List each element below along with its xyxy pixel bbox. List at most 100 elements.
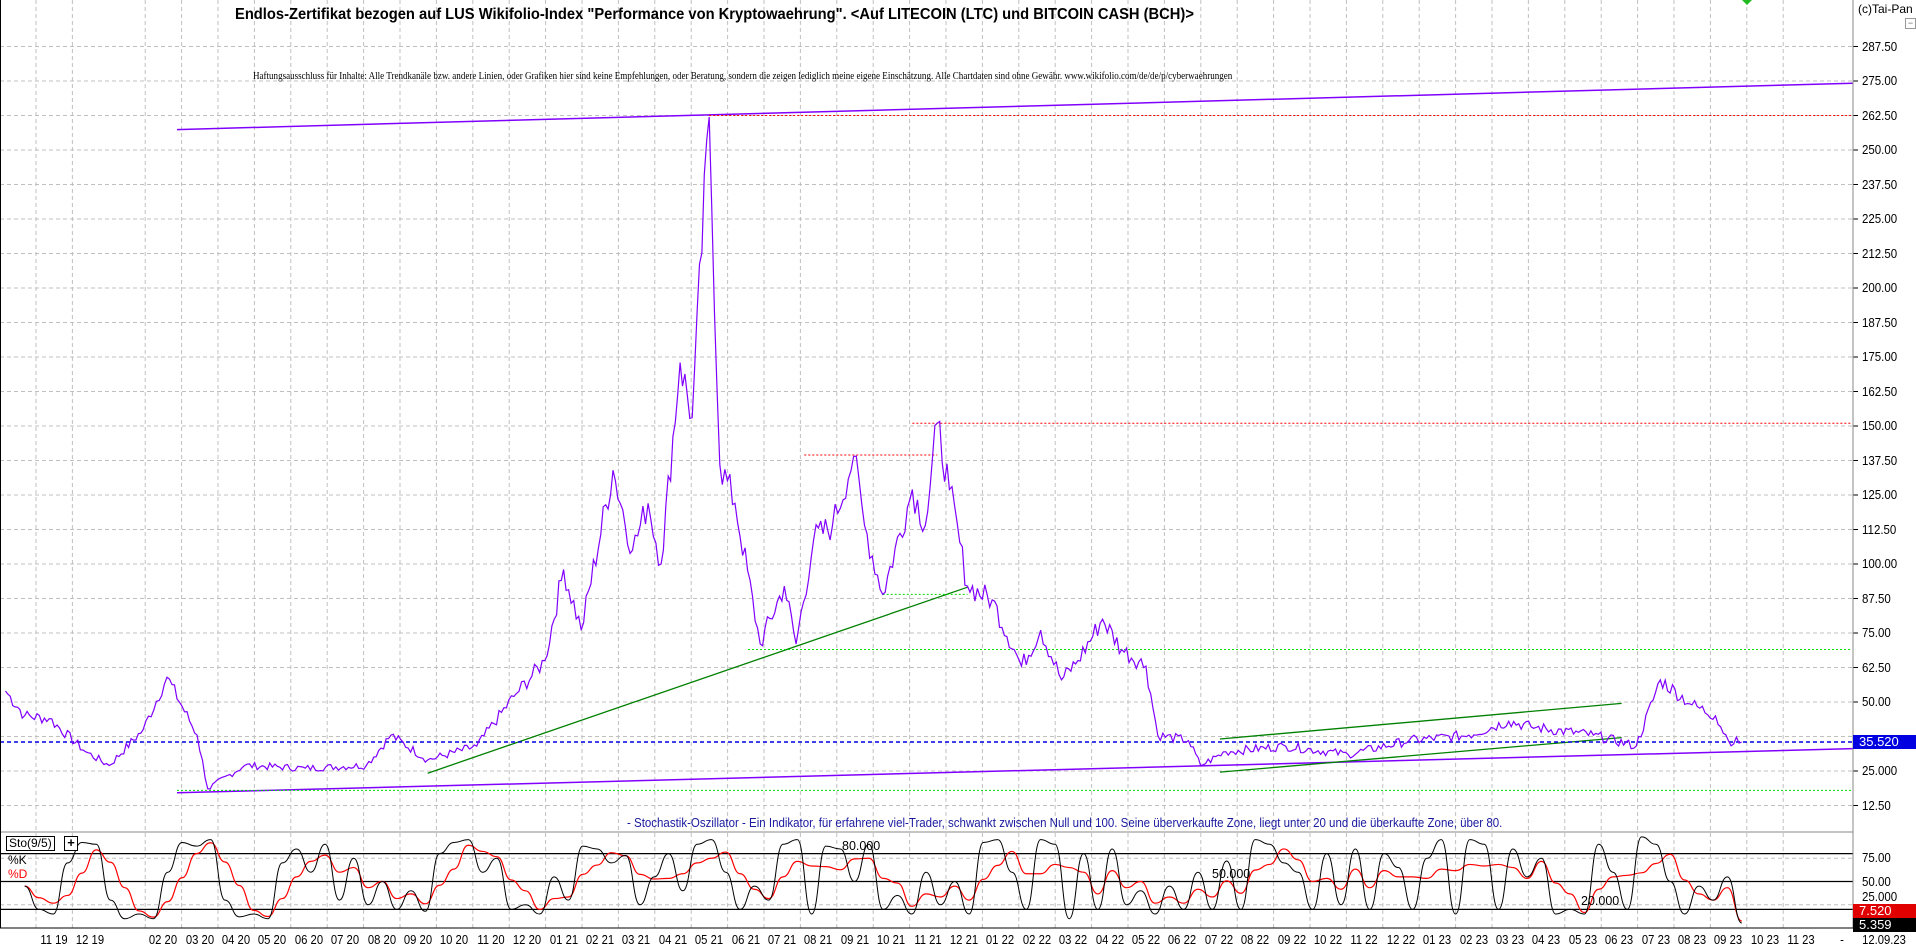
x-tick-label: 08 21 — [804, 933, 833, 947]
y-tick-label: 162.50 — [1862, 384, 1898, 399]
x-tick-label: 02 23 — [1459, 933, 1488, 947]
x-tick-label: 11 21 — [913, 933, 942, 947]
add-indicator-button[interactable]: + — [64, 836, 78, 851]
trendline-green — [1219, 736, 1622, 773]
stoch-k-line — [24, 836, 1743, 924]
y-tick-label: 112.50 — [1862, 522, 1897, 537]
y-tick-label: 150.00 — [1862, 419, 1898, 433]
chart-title: Endlos-Zertifikat bezogen auf LUS Wikifo… — [235, 6, 1194, 23]
stochastic-description: - Stochastik-Oszillator - Ein Indikator,… — [627, 816, 1503, 830]
x-end-date-label: 12.09.23 — [1862, 933, 1906, 947]
x-tick-label: 04 23 — [1532, 933, 1561, 947]
x-tick-label: 11 23 — [1787, 933, 1815, 947]
x-tick-label: 02 20 — [149, 933, 178, 947]
y-tick-label: 275.00 — [1862, 74, 1898, 88]
x-tick-label: 10 21 — [877, 933, 906, 947]
x-tick-label: 12 19 — [76, 933, 105, 947]
x-tick-label: 12 20 — [513, 933, 542, 947]
stoch-d-line — [24, 842, 1743, 922]
x-tick-label: 11 19 — [40, 933, 68, 947]
x-tick-label: 07 23 — [1641, 933, 1670, 947]
y-tick-label: 62.50 — [1862, 660, 1891, 675]
stoch-level-label: 20.000 — [1581, 894, 1620, 909]
x-tick-label: 06 22 — [1168, 933, 1197, 947]
x-tick-label: 10 23 — [1750, 933, 1779, 947]
y-tick-label: 237.50 — [1862, 177, 1898, 192]
x-tick-label: 09 23 — [1714, 933, 1743, 947]
trendline-purple — [176, 747, 1853, 794]
y-tick-label: 87.50 — [1862, 591, 1891, 606]
indicator-label[interactable]: Sto(9/5) — [6, 836, 55, 851]
x-tick-label: 11 22 — [1350, 933, 1379, 947]
x-tick-label: 07 20 — [331, 933, 360, 947]
signal-marker-icon — [1742, 0, 1752, 5]
grid — [0, 0, 1858, 928]
x-tick-label: 09 20 — [403, 933, 433, 947]
x-tick-label: 06 20 — [294, 933, 323, 947]
stochastic-series — [24, 836, 1743, 924]
x-tick-label: 06 21 — [731, 933, 760, 947]
x-tick-label: 04 21 — [658, 933, 687, 947]
trendline-green — [427, 586, 968, 774]
x-separator: - — [1840, 933, 1844, 947]
stoch-level-label: 50.000 — [1212, 866, 1251, 881]
y-tick-label: 75.00 — [1862, 626, 1891, 640]
x-tick-label: 11 20 — [477, 933, 505, 947]
stoch-level-label: 80.000 — [842, 838, 881, 853]
disclaimer-text: Haftungsausschluss für Inhalte: Alle Tre… — [253, 71, 1233, 82]
y-tick-label: 100.00 — [1862, 557, 1898, 571]
y-tick-label: 200.00 — [1862, 281, 1898, 295]
stoch-y-tick-label: 75.00 — [1862, 851, 1891, 866]
last-d-label: 7.520 — [1853, 904, 1916, 918]
y-tick-label: 25.000 — [1862, 764, 1898, 778]
x-tick-label: 09 22 — [1277, 933, 1306, 947]
x-tick-label: 07 21 — [767, 933, 797, 947]
x-tick-label: 03 21 — [622, 933, 651, 947]
trendline-purple — [176, 82, 1853, 131]
y-tick-label: 287.50 — [1862, 39, 1898, 54]
y-tick-label: 262.50 — [1862, 108, 1898, 123]
x-tick-label: 03 22 — [1059, 933, 1088, 947]
x-tick-label: 05 23 — [1568, 933, 1597, 947]
y-tick-label: 137.50 — [1862, 453, 1898, 468]
x-tick-label: 07 22 — [1204, 933, 1233, 947]
x-tick-label: 02 21 — [585, 933, 615, 947]
x-tick-label: 10 20 — [440, 933, 469, 947]
x-tick-label: 08 23 — [1677, 933, 1707, 947]
price-line — [5, 116, 1742, 790]
collapse-panel-button[interactable]: − — [1905, 18, 1916, 29]
stoch-y-tick-label: 50.00 — [1862, 874, 1891, 889]
x-tick-label: 03 23 — [1495, 933, 1525, 947]
x-tick-label: 01 23 — [1423, 933, 1452, 947]
x-tick-label: 05 22 — [1131, 933, 1161, 947]
x-tick-label: 12 22 — [1386, 933, 1415, 947]
x-tick-label: 04 22 — [1095, 933, 1124, 947]
y-tick-label: 50.00 — [1862, 695, 1891, 709]
y-tick-label: 125.00 — [1862, 488, 1898, 502]
x-tick-label: 12 21 — [949, 933, 979, 947]
x-tick-label: 02 22 — [1022, 933, 1051, 947]
stoch-y-tick-label: 25.000 — [1862, 889, 1898, 904]
x-tick-label: 05 21 — [695, 933, 724, 947]
copyright-label: (c)Tai-Pan — [1858, 2, 1913, 16]
trendline-green — [1219, 702, 1622, 740]
y-tick-label: 187.50 — [1862, 315, 1898, 330]
y-tick-label: 212.50 — [1862, 246, 1898, 261]
y-tick-label: 250.00 — [1862, 143, 1898, 157]
x-tick-label: 08 22 — [1241, 933, 1270, 947]
y-tick-label: 225.00 — [1862, 212, 1898, 226]
x-tick-label: 06 23 — [1605, 933, 1634, 947]
price-series — [5, 116, 1742, 790]
last-k-label: 5.359 — [1853, 918, 1916, 932]
x-tick-label: 09 21 — [840, 933, 869, 947]
x-tick-label: 05 20 — [258, 933, 287, 947]
legend-d: %D — [8, 867, 28, 881]
y-tick-label: 175.00 — [1862, 350, 1898, 364]
x-tick-label: 03 20 — [185, 933, 214, 947]
x-tick-label: 10 22 — [1313, 933, 1343, 947]
legend-k: %K — [8, 853, 27, 867]
y-tick-label: 12.50 — [1862, 798, 1891, 813]
annotations — [0, 82, 1853, 794]
x-tick-label: 01 22 — [986, 933, 1015, 947]
